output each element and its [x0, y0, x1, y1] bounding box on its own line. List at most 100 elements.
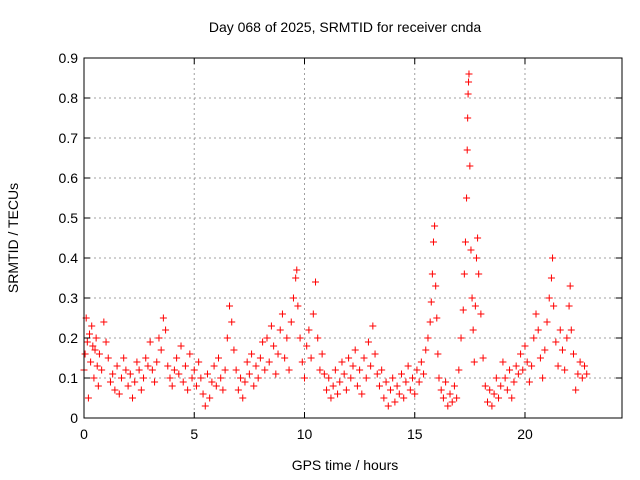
data-point [228, 318, 236, 326]
data-point [545, 294, 553, 302]
data-point [428, 270, 436, 278]
data-point [400, 394, 408, 402]
data-point [327, 394, 335, 402]
data-point [115, 390, 123, 398]
data-point [556, 326, 564, 334]
data-point [435, 374, 443, 382]
data-point [206, 394, 214, 402]
data-point [81, 350, 89, 358]
data-point [307, 354, 315, 362]
data-point [292, 274, 300, 282]
data-point [151, 378, 159, 386]
data-point [475, 270, 483, 278]
data-point [263, 334, 271, 342]
data-point [508, 394, 516, 402]
data-point [259, 338, 267, 346]
data-point [230, 346, 238, 354]
data-point [245, 370, 253, 378]
data-point [215, 354, 222, 362]
data-point [583, 370, 591, 378]
data-point [272, 370, 280, 378]
data-point [312, 278, 320, 286]
y-tick-label: 0.3 [59, 290, 79, 306]
data-point [437, 386, 445, 394]
data-point [131, 378, 139, 386]
data-point [320, 370, 328, 378]
data-point [88, 322, 96, 330]
data-point [274, 350, 282, 358]
x-tick-label: 15 [407, 426, 423, 442]
data-point [382, 378, 390, 386]
data-point [106, 378, 114, 386]
data-point [460, 270, 468, 278]
data-point [465, 78, 473, 86]
data-point [367, 362, 375, 370]
data-point [364, 338, 372, 346]
data-point [120, 354, 128, 362]
data-point [356, 366, 364, 374]
data-point [486, 386, 494, 394]
data-point [95, 350, 103, 358]
data-point [558, 346, 566, 354]
data-point [252, 362, 260, 370]
data-point [232, 366, 240, 374]
data-point [391, 398, 399, 406]
data-point [506, 366, 514, 374]
y-tick-label: 0.6 [59, 170, 79, 186]
data-point [90, 374, 98, 382]
data-point [434, 350, 442, 358]
data-point [124, 382, 132, 390]
data-point [287, 318, 295, 326]
x-tick-label: 0 [80, 426, 88, 442]
data-point [373, 370, 381, 378]
data-point [122, 366, 130, 374]
data-point [424, 334, 432, 342]
data-point [543, 318, 551, 326]
data-point [375, 382, 383, 390]
data-point [521, 342, 529, 350]
data-point [566, 282, 574, 290]
y-tick-label: 0.1 [59, 370, 79, 386]
data-point [554, 362, 562, 370]
data-point [210, 362, 218, 370]
data-point [197, 374, 205, 382]
data-point [547, 274, 555, 282]
data-point [239, 394, 247, 402]
data-point [126, 370, 134, 378]
data-point [316, 366, 324, 374]
data-point [104, 354, 112, 362]
data-point [265, 358, 273, 366]
data-point [563, 334, 571, 342]
data-point [576, 358, 584, 366]
data-point [226, 302, 234, 310]
data-point [270, 342, 278, 350]
data-point [457, 334, 465, 342]
data-point [159, 314, 167, 322]
data-point [567, 326, 575, 334]
data-point [406, 386, 414, 394]
data-point [345, 354, 353, 362]
data-point [549, 254, 557, 262]
data-point [184, 386, 192, 394]
data-point [285, 366, 293, 374]
data-point [479, 354, 487, 362]
x-axis-label: GPS time / hours [292, 457, 399, 473]
data-point [303, 342, 311, 350]
data-point [84, 394, 92, 402]
data-point [203, 370, 211, 378]
data-point [432, 282, 440, 290]
data-point [422, 346, 430, 354]
data-point [155, 334, 163, 342]
y-tick-label: 0.2 [59, 330, 79, 346]
data-point [221, 366, 229, 374]
data-point [427, 298, 435, 306]
data-point [318, 350, 326, 358]
data-point [294, 302, 302, 310]
data-point [296, 334, 304, 342]
data-point [561, 366, 569, 374]
data-point [261, 366, 269, 374]
data-point [384, 402, 392, 410]
data-point [250, 382, 258, 390]
data-point [102, 338, 110, 346]
